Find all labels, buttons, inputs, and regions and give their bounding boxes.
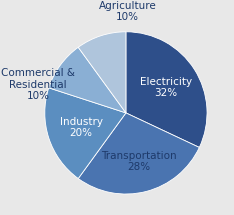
Wedge shape	[78, 32, 126, 113]
Wedge shape	[45, 88, 126, 178]
Text: Electricity
32%: Electricity 32%	[140, 77, 192, 98]
Text: Transportation
28%: Transportation 28%	[101, 151, 176, 172]
Text: Agriculture
10%: Agriculture 10%	[99, 1, 156, 22]
Wedge shape	[126, 32, 207, 147]
Text: Commercial &
Residential
10%: Commercial & Residential 10%	[1, 68, 75, 101]
Wedge shape	[78, 113, 199, 194]
Wedge shape	[49, 47, 126, 113]
Text: Industry
20%: Industry 20%	[60, 117, 103, 138]
